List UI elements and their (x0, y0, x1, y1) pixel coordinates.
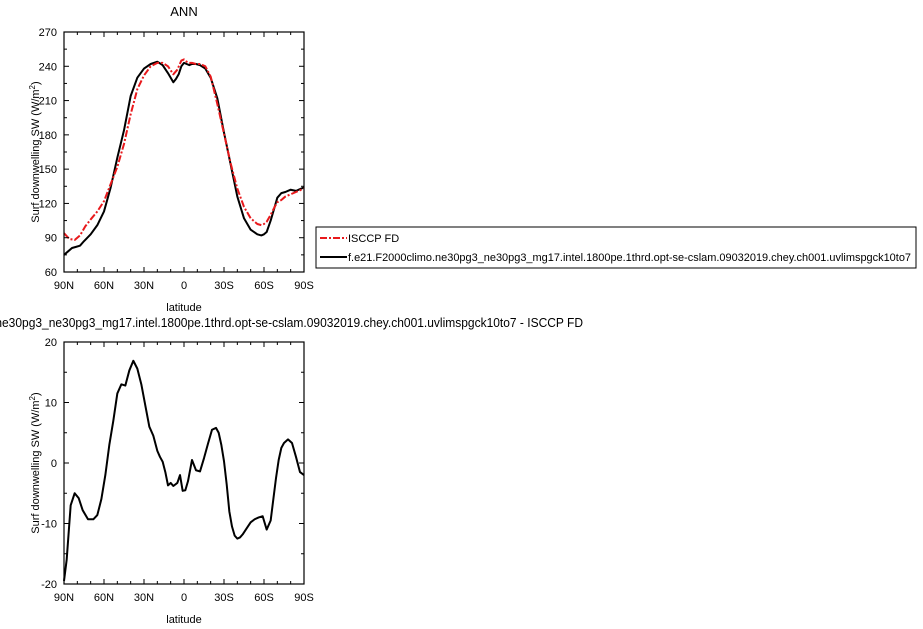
top-y-axis-label-main: Surf downwelling SW (W/m (30, 89, 42, 222)
bottom-x-tick-label: 0 (181, 592, 187, 604)
top-x-tick-label: 60S (254, 280, 274, 292)
top-y-tick-label: 60 (45, 267, 57, 279)
bottom-y-tick-label: -10 (41, 519, 57, 531)
top-y-axis-label: Surf downwelling SW (W/m2) (28, 81, 42, 222)
top-y-tick-label: 180 (39, 130, 57, 142)
top-x-tick-label: 60N (94, 280, 114, 292)
bottom-x-tick-label: 60S (254, 592, 274, 604)
bottom-series-difference-line (63, 359, 305, 582)
bottom-panel-title: f.e21.F2000climo.ne30pg3_ne30pg3_mg17.in… (0, 315, 583, 330)
top-plot-area (63, 58, 305, 256)
legend-label-model: f.e21.F2000climo.ne30pg3_ne30pg3_mg17.in… (348, 252, 911, 264)
top-y-tick-label: 210 (39, 96, 57, 108)
bottom-panel: f.e21.F2000climo.ne30pg3_ne30pg3_mg17.in… (0, 315, 583, 626)
top-series-model-line (63, 60, 305, 256)
top-y-tick-label: 120 (39, 198, 57, 210)
bottom-y-tick-label: 10 (45, 398, 57, 410)
top-y-tick-label: 270 (39, 27, 57, 39)
bottom-x-axis-label: latitude (166, 614, 201, 626)
bottom-axes-ticks: 90N 60N 30N 0 30S 60S 90S -20 -10 0 10 20 (41, 337, 314, 604)
top-panel: ANN 90N 60N 30N 0 30S 60S 90S 60 90 120 150 180 210 2… (28, 4, 917, 314)
top-axes-ticks: 90N 60N 30N 0 30S 60S 90S 60 90 120 150 180 210 240 27… (39, 27, 314, 292)
bottom-y-axis-label: Surf downwelling SW (W/m2) (28, 392, 42, 533)
top-series-isccp-line (63, 58, 305, 241)
bottom-x-tick-label: 30N (134, 592, 154, 604)
top-plot-frame (63, 31, 305, 273)
bottom-y-axis-label-close: ) (30, 392, 42, 396)
top-y-axis-label-sup: 2 (28, 84, 37, 89)
bottom-y-axis-label-main: Surf downwelling SW (W/m (30, 400, 42, 533)
bottom-y-tick-label: -20 (41, 579, 57, 591)
bottom-x-tick-label: 60N (94, 592, 114, 604)
bottom-x-tick-label: 90N (54, 592, 74, 604)
top-x-tick-label: 90N (54, 280, 74, 292)
bottom-x-tick-label: 30S (214, 592, 234, 604)
legend-label-isccp: ISCCP FD (348, 233, 399, 245)
legend: ISCCP FD f.e21.F2000climo.ne30pg3_ne30pg… (315, 226, 917, 269)
top-y-tick-label: 240 (39, 61, 57, 73)
top-x-axis-label: latitude (166, 302, 201, 314)
top-x-tick-label: 0 (181, 280, 187, 292)
top-x-tick-label: 30N (134, 280, 154, 292)
bottom-plot-area (63, 359, 305, 582)
bottom-x-tick-label: 90S (294, 592, 314, 604)
top-y-tick-label: 90 (45, 233, 57, 245)
top-panel-title: ANN (170, 4, 197, 19)
bottom-y-tick-label: 0 (51, 458, 57, 470)
bottom-y-axis-label-sup: 2 (28, 395, 37, 400)
top-x-tick-label: 30S (214, 280, 234, 292)
legend-box (315, 226, 917, 269)
top-x-tick-label: 90S (294, 280, 314, 292)
bottom-y-tick-label: 20 (45, 337, 57, 349)
top-y-tick-label: 150 (39, 164, 57, 176)
bottom-plot-frame (63, 341, 305, 585)
top-y-axis-label-close: ) (30, 81, 42, 85)
